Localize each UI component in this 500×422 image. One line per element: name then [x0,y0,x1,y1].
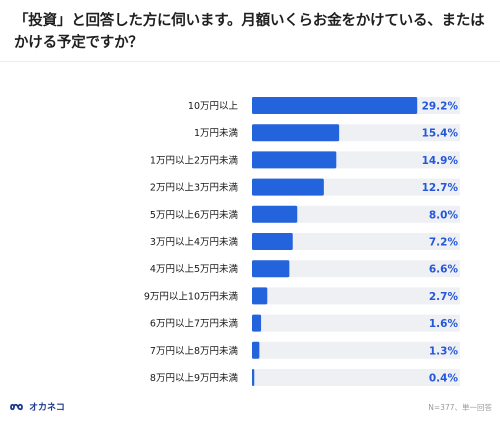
bar-row: 3万円以上4万円未満 7.2% [150,233,460,250]
value-label: 14.9% [422,155,459,167]
category-label: 4万円以上5万円未満 [150,263,239,275]
bar-chart-svg: 10万円以上 29.2% 1万円未満 15.4% 1万円以上2万円未満 14.9% 2万円以… [144,97,460,386]
bar [252,287,268,305]
category-label: 10万円以上 [188,101,239,112]
bar-row: 2万円以上3万円未満 12.7% [150,178,460,196]
category-label: 7万円以上8万円未満 [150,345,239,357]
value-label: 1.3% [429,345,459,357]
bar [252,341,260,359]
bar-track [252,369,460,386]
footer: オカネコ N=377、単一回答 [0,398,500,422]
category-label: 8万円以上9万円未満 [150,372,239,384]
bar [252,97,418,114]
bar-row: 5万円以上6万円未満 8.0% [150,205,460,223]
category-label: 2万円以上3万円未満 [150,182,239,194]
value-label: 6.6% [429,264,459,276]
bar-row: 1万円以上2万円未満 14.9% [150,151,460,169]
category-label: 3万円以上4万円未満 [150,236,239,248]
brand-logo: オカネコ [10,400,65,413]
value-label: 1.6% [429,318,459,330]
question-header: 「投資」と回答した方に伺います。月額いくらお金をかけている、またはかける予定です… [0,0,500,62]
bar-track [252,233,460,250]
bar-track [252,260,460,278]
bar-row: 4万円以上5万円未満 6.6% [150,260,460,278]
bar-row: 6万円以上7万円未満 1.6% [150,314,460,332]
brand-name: オカネコ [29,403,65,413]
bar [252,178,324,196]
bar [252,314,262,332]
category-label: 5万円以上6万円未満 [150,209,239,221]
bar-row: 1万円未満 15.4% [194,124,460,142]
value-label: 12.7% [422,182,459,194]
bar [252,369,255,386]
bar-track [252,287,460,305]
category-label: 6万円以上7万円未満 [150,318,239,330]
bar-track [252,314,460,332]
value-label: 8.0% [429,209,459,221]
bar-row: 10万円以上 29.2% [188,97,460,114]
bar-row: 9万円以上10万円未満 2.7% [144,287,460,305]
category-label: 9万円以上10万円未満 [144,290,239,302]
bar [252,233,293,250]
value-label: 2.7% [429,291,459,303]
sample-note: N=377、単一回答 [428,403,492,412]
value-label: 15.4% [422,128,459,140]
bar [252,124,340,142]
bar [252,205,298,223]
value-label: 0.4% [429,373,459,385]
infinity-icon [10,403,23,410]
bar-row: 8万円以上9万円未満 0.4% [150,369,460,386]
bar-row: 7万円以上8万円未満 1.3% [150,341,460,359]
bar-chart: 10万円以上 29.2% 1万円未満 15.4% 1万円以上2万円未満 14.9% 2万円以… [0,63,500,393]
bar [252,260,290,278]
category-label: 1万円以上2万円未満 [150,154,239,166]
bar-track [252,205,460,223]
value-label: 29.2% [422,101,459,113]
value-label: 7.2% [429,237,459,249]
bar [252,151,337,169]
question-text: 「投資」と回答した方に伺います。月額いくらお金をかけている、またはかける予定です… [14,13,485,51]
bar-track [252,341,460,359]
category-label: 1万円未満 [194,127,239,139]
